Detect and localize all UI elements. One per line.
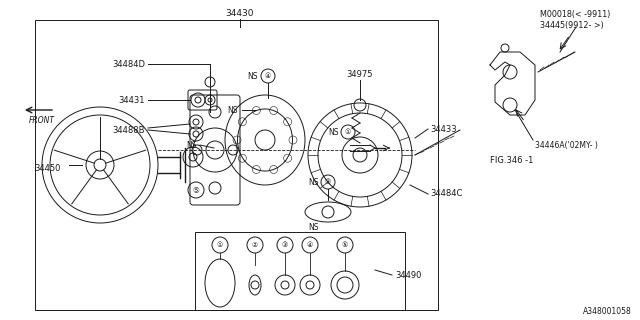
Text: 34431: 34431 xyxy=(118,95,145,105)
Text: 34446A('02MY- ): 34446A('02MY- ) xyxy=(535,140,598,149)
Text: 34975: 34975 xyxy=(347,69,373,78)
Text: 34450: 34450 xyxy=(34,164,60,172)
Text: ②: ② xyxy=(252,242,258,248)
Text: NS: NS xyxy=(227,106,237,115)
Text: NS: NS xyxy=(247,71,257,81)
Text: 34484D: 34484D xyxy=(112,60,145,68)
Bar xyxy=(35,20,438,310)
Text: 34490: 34490 xyxy=(395,270,421,279)
Text: ③: ③ xyxy=(282,242,288,248)
Text: NS: NS xyxy=(328,127,339,137)
Text: NS: NS xyxy=(308,223,318,233)
Text: 34430: 34430 xyxy=(226,9,254,18)
Text: ③: ③ xyxy=(325,179,331,185)
Text: ④: ④ xyxy=(307,242,313,248)
Text: 34433: 34433 xyxy=(430,124,456,133)
Bar xyxy=(195,232,405,310)
Text: ①: ① xyxy=(217,242,223,248)
Text: ①: ① xyxy=(345,129,351,135)
Text: NS: NS xyxy=(308,178,318,187)
Text: M00018(< -9911): M00018(< -9911) xyxy=(540,10,611,19)
Text: ⑤: ⑤ xyxy=(193,186,200,195)
Text: FIG.346 -1: FIG.346 -1 xyxy=(490,156,533,164)
Text: ⑤: ⑤ xyxy=(342,242,348,248)
Text: A348001058: A348001058 xyxy=(583,308,632,316)
Text: 34488B: 34488B xyxy=(113,125,145,134)
Text: NS: NS xyxy=(186,140,197,149)
Text: 34445(9912- >): 34445(9912- >) xyxy=(540,20,604,29)
Text: 34484C: 34484C xyxy=(430,189,462,198)
Text: FRONT: FRONT xyxy=(29,116,55,124)
Text: ④: ④ xyxy=(265,73,271,79)
